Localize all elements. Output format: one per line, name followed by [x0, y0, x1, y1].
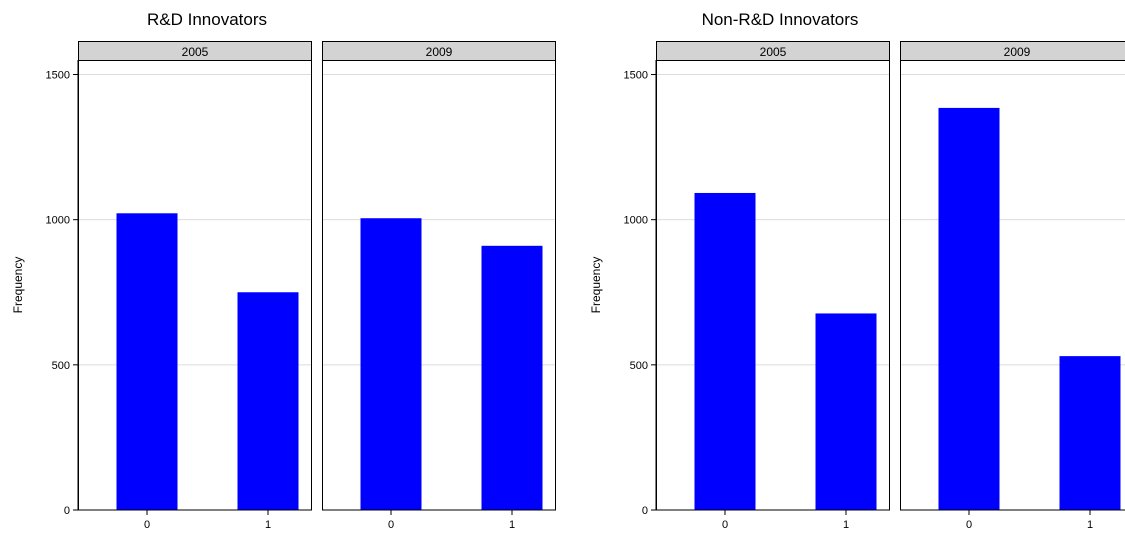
x-tick-label: 1 — [509, 519, 515, 531]
y-tick-label: 1500 — [46, 70, 70, 82]
x-tick-label: 0 — [388, 519, 394, 531]
bar-2009-0 — [938, 107, 1000, 510]
facet-panel-2005: 2005 0 1 — [656, 41, 890, 531]
facet-strip-label: 2005 — [182, 45, 209, 59]
y-tick-label: 1000 — [46, 215, 70, 227]
facet-panel-2005: 2005 0 1 — [78, 41, 312, 531]
facet-strip-label: 2009 — [1004, 45, 1031, 59]
x-tick-label: 0 — [966, 519, 972, 531]
x-tick-label: 0 — [722, 519, 728, 531]
bar-2005-1 — [237, 292, 299, 510]
bar-2009-1 — [481, 245, 543, 510]
bar-2005-0 — [116, 213, 178, 510]
facet-strip — [322, 41, 556, 61]
bar-2005-1 — [815, 313, 877, 510]
x-tick-label: 0 — [144, 519, 150, 531]
x-tick-label: 1 — [843, 519, 849, 531]
y-tick-label: 1000 — [624, 215, 648, 227]
facet-strip-label: 2009 — [426, 45, 453, 59]
bar-2005-0 — [694, 192, 756, 510]
chart-title: Non-R&D Innovators — [702, 10, 859, 29]
facet-panel-2009: 2009 0 1 — [322, 41, 556, 531]
facet-strip — [78, 41, 312, 61]
bar-2009-0 — [360, 218, 422, 510]
y-tick-label: 1500 — [624, 70, 648, 82]
chart-1: R&D Innovators Frequency 0 500 1000 1500 2005 0… — [11, 10, 556, 531]
x-tick-label: 1 — [265, 519, 271, 531]
chart-title: R&D Innovators — [147, 10, 267, 29]
facet-strip — [656, 41, 890, 61]
y-tick-label: 500 — [52, 360, 70, 372]
facet-panel-2009: 2009 0 1 — [900, 41, 1125, 531]
facet-strip-label: 2005 — [760, 45, 787, 59]
y-tick-label: 500 — [630, 360, 648, 372]
x-tick-label: 1 — [1087, 519, 1093, 531]
facet-strip — [900, 41, 1125, 61]
chart-2: Non-R&D Innovators Frequency 0 500 1000 1500 2… — [589, 10, 1125, 531]
y-axis-title: Frequency — [11, 257, 25, 314]
y-tick-label: 0 — [642, 505, 648, 517]
y-axis-title: Frequency — [589, 257, 603, 314]
y-tick-label: 0 — [64, 505, 70, 517]
bar-2009-1 — [1059, 356, 1121, 510]
